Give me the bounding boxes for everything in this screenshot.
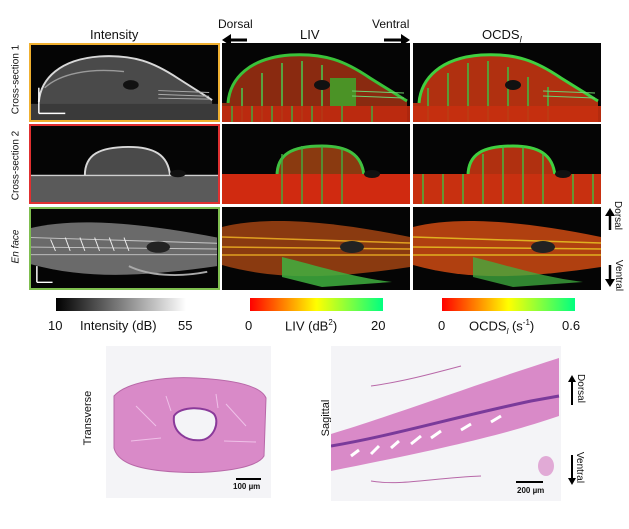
ocds-label-mid: (s: [508, 318, 523, 334]
row-label-cs2: Cross-section 2: [10, 130, 22, 201]
sagittal-ventral-label: Ventral: [574, 451, 586, 484]
arrow-down-icon: [605, 265, 615, 287]
enface-liv-image: [222, 207, 410, 290]
sagittal-scale-label: 200 µm: [517, 486, 545, 495]
liv-label-sup: 2: [328, 318, 333, 327]
intensity-max: 55: [178, 318, 193, 333]
intensity-min: 10: [48, 318, 63, 333]
cs2-intensity-image: [29, 124, 220, 204]
cs1-liv-image: [222, 43, 410, 122]
sagittal-histology-image: 200 µm: [331, 346, 561, 501]
header-liv: LIV: [300, 27, 320, 42]
enface-ocds-image: [413, 207, 601, 290]
ocds-label-sup: -1: [522, 318, 530, 327]
transverse-scale-label: 100 µm: [233, 482, 261, 491]
liv-label-post: ): [332, 318, 338, 334]
sagittal-arrow-up-icon: [568, 375, 576, 405]
cs2-liv-image: [222, 124, 410, 204]
ocds-min: 0: [438, 318, 446, 333]
row-label-enface: En face: [10, 229, 22, 264]
transverse-histology-image: 100 µm: [106, 346, 271, 498]
liv-colorbar: [250, 298, 383, 311]
ocds-label-sub: l: [506, 326, 509, 336]
cs2-ocds-image: [413, 124, 601, 204]
ocds-max: 0.6: [562, 318, 581, 333]
header-ocds: OCDSl: [482, 27, 522, 45]
liv-min: 0: [245, 318, 253, 333]
liv-label-pre: LIV (dB: [285, 318, 329, 334]
side-label-ventral: Ventral: [613, 259, 625, 292]
intensity-label: Intensity (dB): [80, 318, 157, 333]
arrow-up-icon: [605, 208, 615, 230]
row-label-cs1: Cross-section 1: [10, 44, 22, 115]
cs1-intensity-image: [29, 43, 220, 122]
ocds-colorbar: [442, 298, 575, 311]
header-intensity: Intensity: [90, 27, 139, 42]
sagittal-dorsal-label: Dorsal: [574, 374, 586, 403]
header-ventral: Ventral: [372, 17, 410, 31]
sagittal-arrow-down-icon: [568, 455, 576, 485]
liv-max: 20: [371, 318, 386, 333]
side-label-dorsal: Dorsal: [611, 201, 623, 230]
ocds-label-post: ): [529, 318, 535, 334]
ocds-label: OCDSl (s-1): [469, 318, 534, 336]
ocds-subscript: l: [519, 34, 522, 45]
cs1-ocds-image: [413, 43, 601, 122]
ocds-text: OCDS: [482, 27, 520, 42]
liv-label: LIV (dB2): [285, 318, 337, 333]
header-dorsal: Dorsal: [218, 17, 253, 31]
ocds-label-pre: OCDS: [469, 318, 507, 334]
transverse-label: Transverse: [82, 390, 94, 446]
enface-intensity-image: [29, 207, 220, 290]
intensity-colorbar: [56, 298, 186, 311]
